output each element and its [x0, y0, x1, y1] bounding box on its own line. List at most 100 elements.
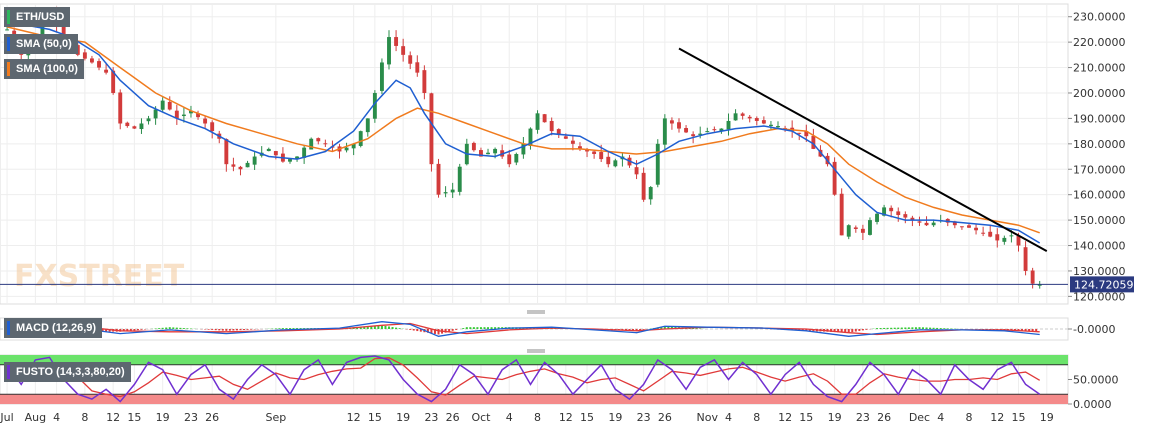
candle-body — [5, 29, 10, 31]
x-tick-label: 4 — [937, 411, 944, 424]
candle-body — [125, 122, 130, 127]
y-tick-label: 190.0000 — [1073, 112, 1126, 125]
y-tick-label: 140.0000 — [1073, 240, 1126, 253]
candle-body — [903, 214, 908, 218]
candle-body — [224, 139, 229, 165]
candle-body — [372, 92, 377, 119]
y-tick-label: 220.0000 — [1073, 36, 1126, 49]
sma50-line — [6, 21, 1041, 244]
candle-body — [471, 142, 476, 151]
x-tick-label: 19 — [608, 411, 622, 424]
x-tick-label: 26 — [446, 411, 460, 424]
candle-body — [90, 58, 94, 63]
candle-body — [896, 211, 901, 216]
fusto-label[interactable]: FUSTO (14,3,3,80,20) — [4, 362, 131, 382]
candle-body — [599, 152, 604, 160]
x-tick-label: 8 — [534, 411, 541, 424]
candle-body — [705, 131, 710, 133]
candle-body — [365, 118, 370, 133]
candle-body — [1016, 235, 1021, 246]
candle-body — [387, 37, 391, 65]
x-tick-label: 12 — [778, 411, 792, 424]
candle-body — [118, 92, 123, 124]
x-tick-label: 12 — [347, 411, 361, 424]
x-tick-label: 12 — [559, 411, 573, 424]
sma50-swatch — [7, 37, 10, 52]
candle-body — [959, 226, 964, 228]
candle-body — [196, 113, 200, 118]
candle-body — [273, 151, 278, 156]
candle-body — [613, 160, 618, 167]
y-tick-label: 130.0000 — [1073, 265, 1126, 278]
macd-label[interactable]: MACD (12,26,9) — [4, 318, 103, 338]
candle-body — [415, 62, 420, 73]
candle-body — [479, 150, 483, 157]
candle-body — [132, 126, 137, 129]
candle-body — [606, 156, 611, 165]
candle-body — [203, 118, 208, 124]
macd-y-tick-label: -0.0000 — [1073, 323, 1115, 336]
x-tick-label: 19 — [396, 411, 410, 424]
y-tick-label: 160.0000 — [1073, 189, 1126, 202]
candle-body — [1002, 237, 1007, 242]
candle-body — [507, 154, 512, 165]
fusto-k-line — [6, 355, 1041, 403]
x-tick-label: 23 — [637, 411, 651, 424]
candle-body — [486, 152, 490, 155]
fusto-overbought-zone — [0, 355, 1068, 365]
macd-line — [7, 321, 1040, 337]
x-tick-label: 12 — [990, 411, 1004, 424]
fusto-y-tick-label: 50.0000 — [1073, 374, 1119, 387]
candle-body — [811, 135, 816, 149]
candle-body — [40, 24, 45, 39]
sma50-label[interactable]: SMA (50,0) — [4, 34, 78, 54]
candle-body — [429, 93, 434, 165]
x-tick-label: 4 — [506, 411, 513, 424]
candle-body — [323, 143, 328, 145]
candle-body — [1009, 235, 1014, 237]
candle-body — [684, 128, 689, 133]
fusto-oversold-zone — [0, 394, 1068, 404]
last-price-badge — [1070, 276, 1134, 293]
candle-body — [358, 131, 363, 146]
candle-body — [712, 129, 717, 131]
x-tick-label: 19 — [1040, 411, 1054, 424]
candle-body — [146, 118, 151, 122]
candle-body — [995, 234, 1000, 241]
symbol-label[interactable]: ETH/USD — [4, 7, 71, 27]
y-tick-label: 150.0000 — [1073, 214, 1126, 227]
candle-body — [514, 154, 519, 163]
candle-body — [104, 69, 109, 73]
candle-body — [804, 131, 809, 137]
watermark-text: FXSTREET — [14, 259, 185, 294]
fusto-y-tick-label: 0.0000 — [1073, 398, 1112, 411]
y-tick-label: 170.0000 — [1073, 163, 1126, 176]
candle-body — [401, 46, 406, 55]
candle-body — [1037, 284, 1042, 286]
candle-body — [677, 122, 681, 129]
candle-body — [662, 118, 667, 145]
candle-body — [295, 156, 300, 160]
candle-body — [655, 143, 660, 185]
candle-body — [422, 70, 427, 93]
candle-body — [139, 123, 144, 130]
candle-body — [747, 116, 752, 119]
candle-body — [691, 134, 696, 137]
candle-body — [761, 120, 766, 124]
price-panel — [0, 3, 1069, 305]
candle-body — [924, 222, 929, 226]
candle-body — [457, 166, 462, 192]
candle-body — [839, 193, 844, 236]
symbol-swatch — [7, 10, 10, 25]
y-tick-label: 180.0000 — [1073, 138, 1126, 151]
candle-body — [82, 52, 87, 59]
candle-body — [853, 227, 858, 229]
x-tick-label: 26 — [877, 411, 891, 424]
y-tick-label: 120.0000 — [1073, 290, 1126, 303]
candle-body — [288, 159, 292, 162]
candle-body — [889, 207, 894, 212]
y-tick-label: 230.0000 — [1073, 11, 1126, 24]
candle-body — [669, 120, 674, 124]
sma100-label[interactable]: SMA (100,0) — [4, 59, 84, 79]
